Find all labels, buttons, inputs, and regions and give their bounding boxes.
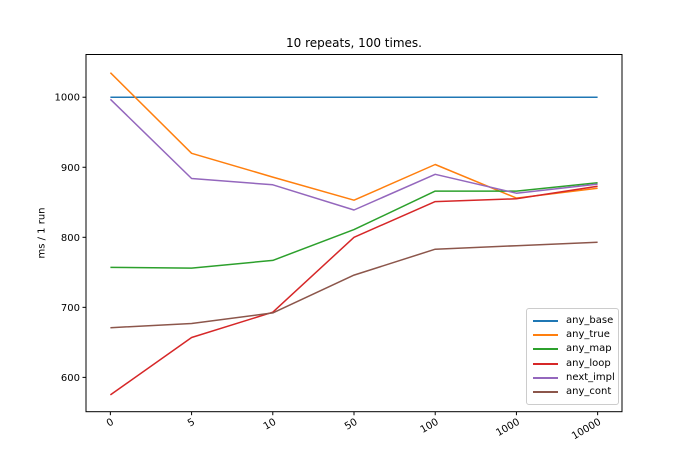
- legend-item-next_impl: next_impl: [533, 371, 615, 385]
- x-tick-label: 0: [105, 417, 116, 430]
- series-line-any_cont: [110, 241, 598, 329]
- legend-swatch-next_impl: [533, 376, 558, 379]
- series-line-any_map: [110, 181, 598, 269]
- legend-item-any_cont: any_cont: [533, 385, 612, 399]
- legend-label: any_loop: [566, 357, 611, 369]
- legend-label: any_cont: [566, 385, 612, 397]
- chart-title: 10 repeats, 100 times.: [286, 36, 422, 50]
- legend-item-any_true: any_true: [533, 328, 612, 342]
- series-line-any_loop: [109, 185, 598, 396]
- legend-label: any_map: [566, 343, 612, 355]
- y-tick-label: 600: [61, 373, 80, 384]
- series-line-next_impl: [109, 98, 598, 211]
- x-tick-label: 10000: [570, 417, 603, 442]
- x-tick-label: 1000: [494, 417, 522, 439]
- x-tick-label: 50: [343, 417, 360, 433]
- series-line-any_true: [109, 72, 598, 201]
- legend-swatch-any_map: [533, 348, 558, 351]
- legend-swatch-any_true: [533, 334, 558, 337]
- y-tick-label: 1000: [55, 93, 80, 104]
- legend-swatch-any_cont: [533, 390, 558, 393]
- y-tick-label: 700: [61, 303, 80, 314]
- x-tick-label: 10: [262, 417, 279, 433]
- x-tick-label: 100: [419, 417, 441, 436]
- legend-swatch-any_base: [533, 320, 558, 323]
- legend-item-any_base: any_base: [533, 314, 614, 328]
- legend-item-any_loop: any_loop: [533, 357, 612, 371]
- x-tick-label: 5: [186, 417, 197, 430]
- y-tick-label: 900: [61, 163, 80, 174]
- legend-swatch-any_loop: [533, 362, 558, 365]
- legend-item-any_map: any_map: [533, 342, 612, 356]
- legend-label: any_true: [566, 329, 610, 341]
- legend: any_base any_true any_map any_loop next_impl…: [526, 308, 619, 405]
- legend-label: next_impl: [566, 371, 615, 383]
- y-tick-label: 800: [61, 233, 80, 244]
- legend-label: any_base: [566, 315, 614, 327]
